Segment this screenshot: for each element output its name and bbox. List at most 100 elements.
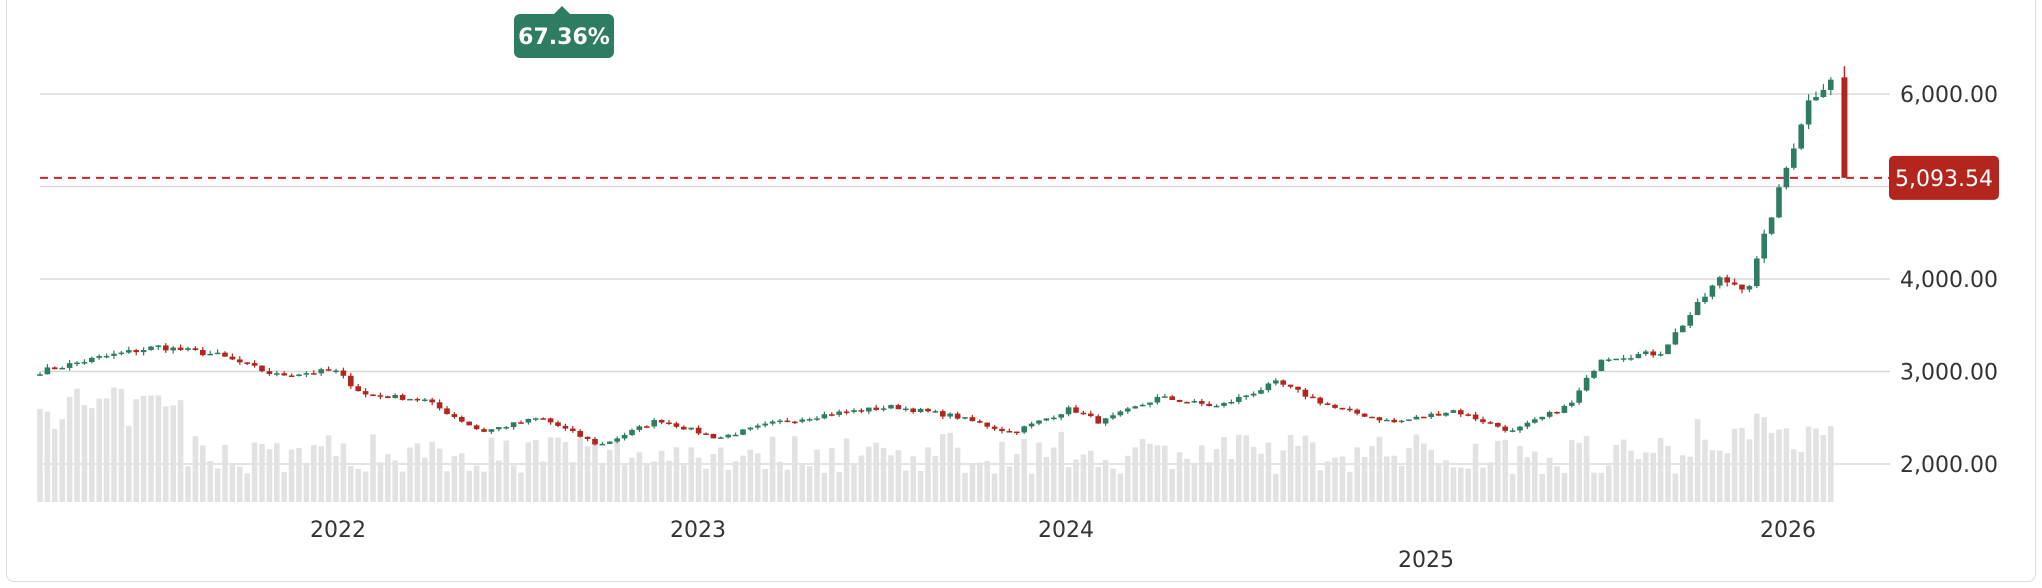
candle-body xyxy=(222,352,228,357)
candle-body xyxy=(703,433,709,435)
volume-bar xyxy=(1450,467,1457,502)
volume-bar xyxy=(1805,426,1812,502)
x-tick-label: 2022 xyxy=(310,518,366,543)
current-price-text: 5,093.54 xyxy=(1895,167,1993,192)
volume-bar xyxy=(747,449,754,502)
candle-body xyxy=(1620,358,1627,360)
volume-bar xyxy=(984,461,990,502)
candle-body xyxy=(658,420,665,423)
candle-body xyxy=(829,414,835,416)
current-price-label: 5,093.54 xyxy=(1889,155,1999,200)
candle-body xyxy=(155,345,162,347)
volume-bar xyxy=(170,405,176,502)
volume-bar xyxy=(118,388,125,502)
volume-bar xyxy=(1058,432,1064,502)
candle-body xyxy=(547,418,554,423)
candle-body xyxy=(540,418,546,420)
candle-body xyxy=(422,399,428,402)
candle-body xyxy=(1302,389,1309,397)
candle-body xyxy=(392,395,398,399)
candle-body xyxy=(52,367,58,370)
candle-body xyxy=(200,350,206,356)
volume-bar xyxy=(496,460,502,502)
volume-bar xyxy=(762,468,768,502)
volume-bar xyxy=(473,465,480,502)
candle-body xyxy=(1657,354,1664,356)
candle-body xyxy=(1509,430,1516,432)
candle-body xyxy=(1524,422,1531,427)
candle-body xyxy=(1450,410,1457,413)
volume-bar xyxy=(584,446,591,502)
volume-bar xyxy=(311,444,317,502)
candle-body xyxy=(814,418,820,420)
candle-body xyxy=(755,425,761,428)
volume-bar xyxy=(1480,467,1486,502)
volume-bar xyxy=(1650,452,1656,502)
candle-body xyxy=(74,362,80,365)
candle-body xyxy=(355,386,361,392)
volume-bar xyxy=(636,452,643,502)
volume-bar xyxy=(274,443,280,502)
candle-body xyxy=(1435,413,1442,416)
volume-bar xyxy=(1310,442,1316,502)
volume-bar xyxy=(348,466,354,502)
candle-body xyxy=(451,414,458,418)
volume-bar xyxy=(1206,462,1212,502)
volume-bar xyxy=(1176,452,1183,502)
candle-body xyxy=(644,426,650,428)
x-axis: 2022 2023 2024 2025 2026 xyxy=(310,518,1816,573)
candle-body xyxy=(1184,401,1190,404)
volume-bar xyxy=(917,470,924,502)
candle-body xyxy=(96,356,102,358)
volume-bar xyxy=(429,441,435,502)
volume-bar xyxy=(155,395,162,502)
volume-bar xyxy=(325,435,332,502)
candle-body xyxy=(481,429,487,432)
volume-bar xyxy=(1147,443,1153,502)
volume-bar xyxy=(1302,435,1309,502)
candle-body xyxy=(836,411,842,415)
volume-bar xyxy=(1398,465,1405,502)
volume-bar xyxy=(1672,473,1679,502)
candle-body xyxy=(185,348,191,350)
candle-body xyxy=(1361,413,1368,417)
candle-body xyxy=(843,411,850,414)
y-tick-label: 4,000.00 xyxy=(1900,268,1998,293)
candle-body xyxy=(1569,402,1575,406)
y-tick-label: 2,000.00 xyxy=(1900,453,1998,478)
volume-bar xyxy=(1006,466,1013,502)
volume-bar xyxy=(459,453,465,502)
volume-bar xyxy=(1332,457,1338,502)
volume-bar xyxy=(1324,461,1331,502)
volume-bar xyxy=(1339,456,1346,502)
candle-body xyxy=(140,349,147,353)
change-badge[interactable]: 67.36% xyxy=(514,6,614,58)
candle-body xyxy=(192,348,199,351)
volume-bar xyxy=(1472,443,1479,502)
candle-body xyxy=(599,443,606,446)
candle-body xyxy=(1236,397,1242,402)
volume-bar xyxy=(111,387,117,502)
candle-body xyxy=(311,373,317,375)
volume-bar xyxy=(607,449,613,502)
volume-bar xyxy=(740,455,746,502)
candle-body xyxy=(1058,414,1064,418)
volume-bar xyxy=(1724,453,1730,502)
volume-bar xyxy=(903,470,909,502)
y-tick-label: 6,000.00 xyxy=(1900,83,1998,108)
volume-bar xyxy=(1169,468,1175,502)
candle-body xyxy=(1139,404,1146,407)
candle-body xyxy=(1576,390,1582,403)
candle-body xyxy=(1606,359,1612,361)
volume-bar xyxy=(843,438,850,502)
candle-body xyxy=(1324,403,1331,405)
candle-body xyxy=(1021,426,1027,433)
volume-bar xyxy=(829,448,835,502)
candle-body xyxy=(1791,148,1797,168)
volume-bar xyxy=(932,455,939,502)
candle-body xyxy=(666,422,672,425)
volume-bar xyxy=(991,473,998,502)
candle-body xyxy=(1213,405,1220,408)
volume-bar xyxy=(718,447,724,502)
